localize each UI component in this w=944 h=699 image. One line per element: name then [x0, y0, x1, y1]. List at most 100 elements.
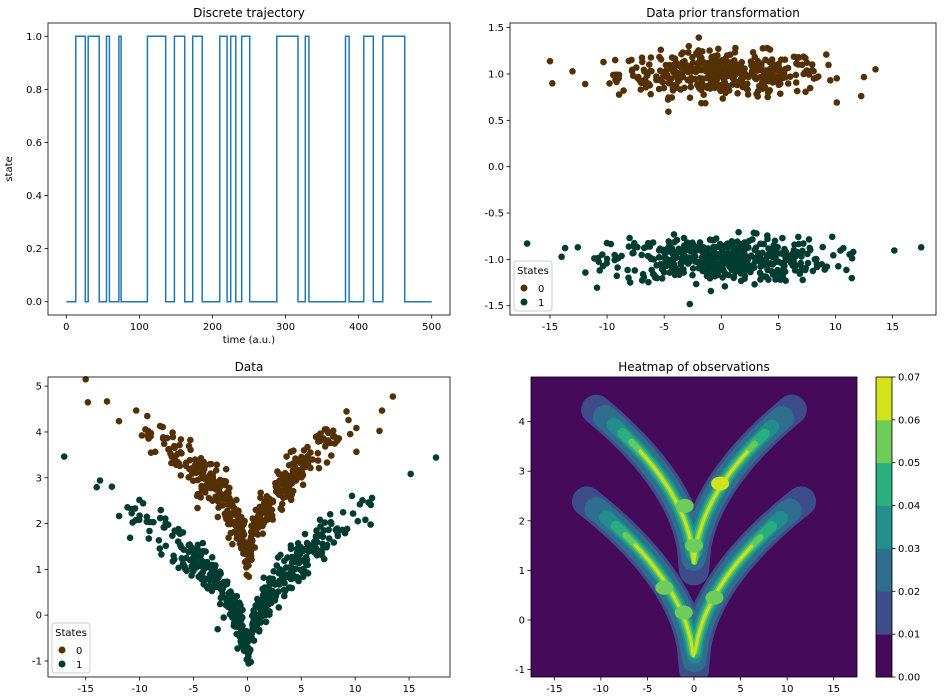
plot-frame [47, 22, 451, 316]
data-point [680, 234, 688, 242]
data-point [259, 530, 267, 537]
legend-marker-1 [58, 660, 66, 668]
data-point [802, 88, 809, 96]
data-point [707, 287, 715, 295]
legend-label-0: 0 [538, 284, 544, 295]
data-point [793, 60, 800, 67]
data-point [684, 62, 692, 70]
data-point [720, 69, 727, 76]
data-point [300, 565, 307, 573]
data-point [737, 257, 745, 265]
data-point [823, 263, 831, 271]
data-point [320, 435, 327, 442]
data-point [757, 263, 764, 270]
y-tick-label: 2 [519, 516, 525, 527]
data-point [582, 269, 589, 276]
data-point [631, 267, 639, 274]
data-point [146, 527, 153, 535]
data-point [751, 281, 758, 288]
data-point [96, 477, 104, 484]
data-point [706, 236, 714, 243]
data-point [266, 495, 273, 503]
data-point [136, 496, 143, 504]
data-point [294, 540, 302, 547]
data-point [174, 450, 181, 458]
data-point [665, 108, 672, 115]
data-point [328, 452, 335, 459]
data-point [269, 516, 277, 523]
data-point [774, 243, 781, 251]
data-point [825, 61, 832, 69]
data-point [197, 454, 205, 462]
data-point [711, 52, 719, 60]
density-ridge-upper [638, 449, 749, 565]
data-point [857, 92, 865, 100]
data-point [389, 393, 397, 400]
data-point [233, 496, 240, 504]
data-point [162, 542, 170, 550]
data-point [638, 277, 646, 284]
data-point [318, 549, 326, 556]
x-tick-label: -5 [642, 684, 652, 695]
data-point [685, 42, 693, 50]
data-point [725, 87, 733, 94]
data-point [798, 61, 806, 69]
data-point [848, 274, 856, 282]
data-point [232, 618, 239, 626]
data-point [781, 65, 789, 73]
data-point [201, 565, 209, 572]
data-point [770, 251, 778, 258]
y-tick-label: 1.0 [488, 69, 504, 80]
data-point [546, 57, 554, 65]
data-point [233, 592, 241, 600]
data-point [177, 436, 185, 443]
data-point [672, 70, 679, 78]
data-point [187, 436, 194, 444]
data-point [737, 277, 745, 285]
data-point [277, 505, 285, 512]
data-point [304, 453, 312, 460]
data-point [692, 280, 700, 288]
data-point [614, 264, 621, 271]
legend-title: States [55, 628, 87, 639]
data-point [786, 73, 794, 80]
data-point [743, 256, 750, 264]
x-tick-label: -10 [593, 684, 609, 695]
data-point [686, 94, 694, 101]
data-point [594, 254, 602, 262]
colorbar-tick-label: 0.00 [898, 673, 920, 684]
data-point [715, 45, 722, 53]
data-point [234, 645, 241, 652]
data-point [710, 69, 718, 76]
data-point [289, 467, 297, 474]
data-point [169, 532, 176, 539]
data-point [777, 276, 784, 284]
data-point [672, 59, 680, 66]
colorbar-level [876, 591, 892, 635]
x-tick-label: 0 [244, 684, 250, 695]
density-hotspot [711, 476, 730, 491]
data-point [249, 524, 257, 532]
data-point [630, 249, 637, 257]
data-point [378, 407, 386, 414]
data-point [653, 262, 660, 269]
data-point [292, 565, 300, 573]
data-point [200, 547, 207, 555]
data-point [642, 84, 650, 91]
panel-2: -15 -10 -5 0 5 10 15-1.5-1.0-0.50.00.51.01.5Da… [484, 6, 937, 333]
data-point [625, 274, 632, 282]
y-tick-label: 5 [36, 382, 42, 393]
data-point [172, 461, 180, 469]
data-point [792, 71, 800, 79]
data-point [169, 429, 176, 436]
data-point [757, 257, 765, 265]
data-point [631, 244, 638, 251]
data-point [334, 532, 342, 540]
data-point [686, 300, 694, 308]
data-point [214, 625, 221, 633]
data-point [278, 471, 286, 479]
x-tick-label: -15 [78, 684, 94, 695]
data-point [160, 440, 168, 448]
x-tick-label: -10 [599, 322, 615, 333]
data-point [731, 244, 738, 252]
